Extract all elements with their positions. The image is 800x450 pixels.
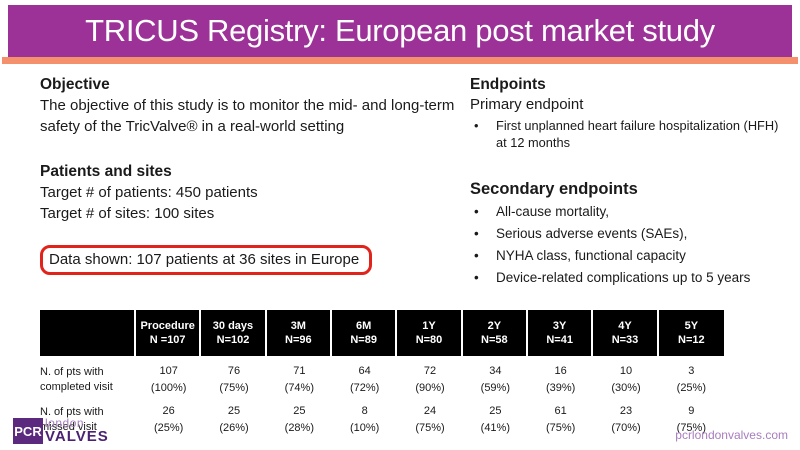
data-shown-callout: Data shown: 107 patients at 36 sites in … xyxy=(40,244,373,275)
table-row: N. of pts with completed visit 107 (100%) 7… xyxy=(40,363,724,396)
list-item: Device-related complications up to 5 yea… xyxy=(470,269,790,287)
endpoints-heading: Endpoints xyxy=(470,76,546,93)
table-row-label: N. of pts with missed visit xyxy=(40,406,104,433)
table-row: N. of pts with missed visit 26 (25%) 25 (26%… xyxy=(40,403,724,436)
slide-title: TRICUS Registry: European post market st… xyxy=(85,13,715,48)
table-cell: 25 (28%) xyxy=(284,405,314,434)
right-column: Endpoints Primary endpoint First unplann… xyxy=(470,76,790,291)
target-patients: Target # of patients: 450 patients xyxy=(40,184,258,202)
logo-london-text: london xyxy=(45,416,85,430)
table-cell: 107 (100%) xyxy=(150,365,187,394)
list-item: Serious adverse events (SAEs), xyxy=(470,225,790,243)
patients-sites-heading: Patients and sites xyxy=(40,163,172,181)
table-cell: 71 (74%) xyxy=(284,365,314,394)
table-cell: 24 (75%) xyxy=(415,405,445,434)
table-header-cell: 5Y N=12 xyxy=(678,319,705,346)
table-cell: 3 (25%) xyxy=(676,365,706,394)
list-item: First unplanned heart failure hospitaliz… xyxy=(470,117,790,152)
table-cell: 16 (39%) xyxy=(545,365,576,394)
website-link[interactable]: pcrlondonvalves.com xyxy=(675,428,788,442)
results-table: Procedure N =107 30 days N=102 3M N=96 6M N=89 1… xyxy=(40,310,724,436)
objective-heading: Objective xyxy=(40,76,110,93)
table-header-cell: 6M N=89 xyxy=(332,310,398,356)
table-header-cell: 3Y N=41 xyxy=(528,310,594,356)
logo-valves-text: VALVES xyxy=(45,428,109,445)
secondary-endpoint-list: All-cause mortality, Serious adverse eve… xyxy=(470,203,790,288)
table-header-cell: 3M N=96 xyxy=(267,310,332,356)
table-corner-cell xyxy=(40,310,136,356)
table-row-label: N. of pts with completed visit xyxy=(40,366,113,393)
table-header-cell: 1Y N=80 xyxy=(397,310,463,356)
table-cell: 61 (75%) xyxy=(545,405,576,434)
table-header-row: Procedure N =107 30 days N=102 3M N=96 6M N=89 1… xyxy=(40,310,724,356)
table-cell: 9 (75%) xyxy=(676,405,706,434)
objective-text: The objective of this study is to monito… xyxy=(40,97,455,135)
table-cell: 8 (10%) xyxy=(349,405,380,434)
table-header-cell: 4Y N=33 xyxy=(593,310,659,356)
table-cell: 25 (41%) xyxy=(480,405,510,434)
accent-strip xyxy=(2,57,798,64)
list-item: NYHA class, functional capacity xyxy=(470,247,790,265)
table-cell: 64 (72%) xyxy=(349,365,380,394)
table-cell: 34 (59%) xyxy=(480,365,510,394)
pcr-logo-icon: PCR xyxy=(13,418,43,444)
table-cell: 23 (70%) xyxy=(611,405,641,434)
table-header-cell: Procedure N =107 xyxy=(136,310,202,356)
table-header-cell: 2Y N=58 xyxy=(463,310,528,356)
list-item: All-cause mortality, xyxy=(470,203,790,221)
secondary-endpoints-heading: Secondary endpoints xyxy=(470,179,638,198)
target-sites: Target # of sites: 100 sites xyxy=(40,205,215,223)
primary-endpoint-heading: Primary endpoint xyxy=(470,96,584,113)
table-header-cell: 30 days N=102 xyxy=(201,310,267,356)
table-cell: 10 (30%) xyxy=(611,365,641,394)
pcr-london-valves-logo: PCR london VALVES xyxy=(13,416,109,445)
left-column: Objective The objective of this study is… xyxy=(40,76,455,275)
primary-endpoint-list: First unplanned heart failure hospitaliz… xyxy=(470,117,790,152)
table-cell: 25 (26%) xyxy=(219,405,249,434)
table-cell: 26 (25%) xyxy=(153,405,184,434)
table-cell: 72 (90%) xyxy=(415,365,445,394)
table-cell: 76 (75%) xyxy=(219,365,249,394)
slide-title-bar: TRICUS Registry: European post market st… xyxy=(8,5,792,57)
